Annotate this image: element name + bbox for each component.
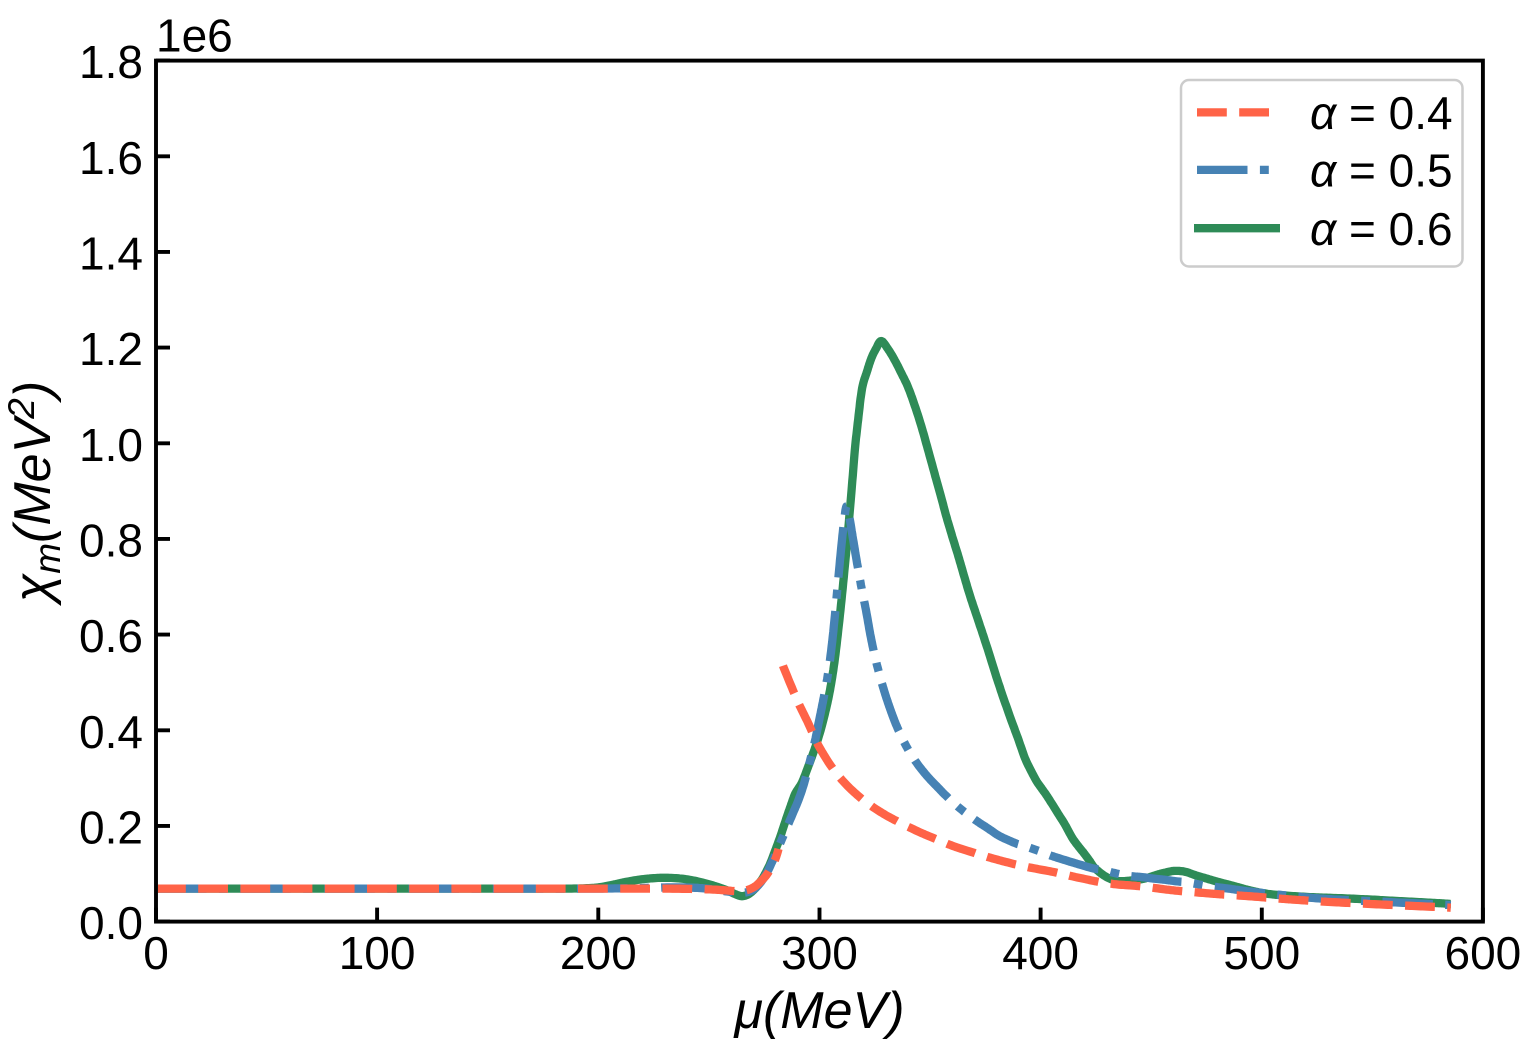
svg-text:0.0: 0.0 <box>79 897 143 949</box>
svg-text:α = 0.5: α = 0.5 <box>1310 145 1453 197</box>
svg-text:500: 500 <box>1223 927 1300 979</box>
svg-text:α = 0.4: α = 0.4 <box>1310 87 1453 139</box>
svg-text:μ(MeV): μ(MeV) <box>732 982 904 1040</box>
svg-text:200: 200 <box>560 927 637 979</box>
svg-text:0.8: 0.8 <box>79 515 143 567</box>
svg-text:0.6: 0.6 <box>79 610 143 662</box>
svg-text:0.4: 0.4 <box>79 706 143 758</box>
svg-text:1e6: 1e6 <box>156 9 233 61</box>
svg-text:1.2: 1.2 <box>79 323 143 375</box>
svg-text:1.0: 1.0 <box>79 419 143 471</box>
svg-text:400: 400 <box>1002 927 1079 979</box>
svg-text:0: 0 <box>143 927 169 979</box>
svg-text:100: 100 <box>339 927 416 979</box>
svg-text:300: 300 <box>781 927 858 979</box>
svg-text:1.8: 1.8 <box>79 36 143 88</box>
svg-text:600: 600 <box>1445 927 1522 979</box>
svg-text:α = 0.6: α = 0.6 <box>1310 203 1453 255</box>
svg-text:1.6: 1.6 <box>79 132 143 184</box>
svg-text:1.4: 1.4 <box>79 228 143 280</box>
svg-text:0.2: 0.2 <box>79 802 143 854</box>
svg-text:χm(MeV2): χm(MeV2) <box>1 381 68 606</box>
